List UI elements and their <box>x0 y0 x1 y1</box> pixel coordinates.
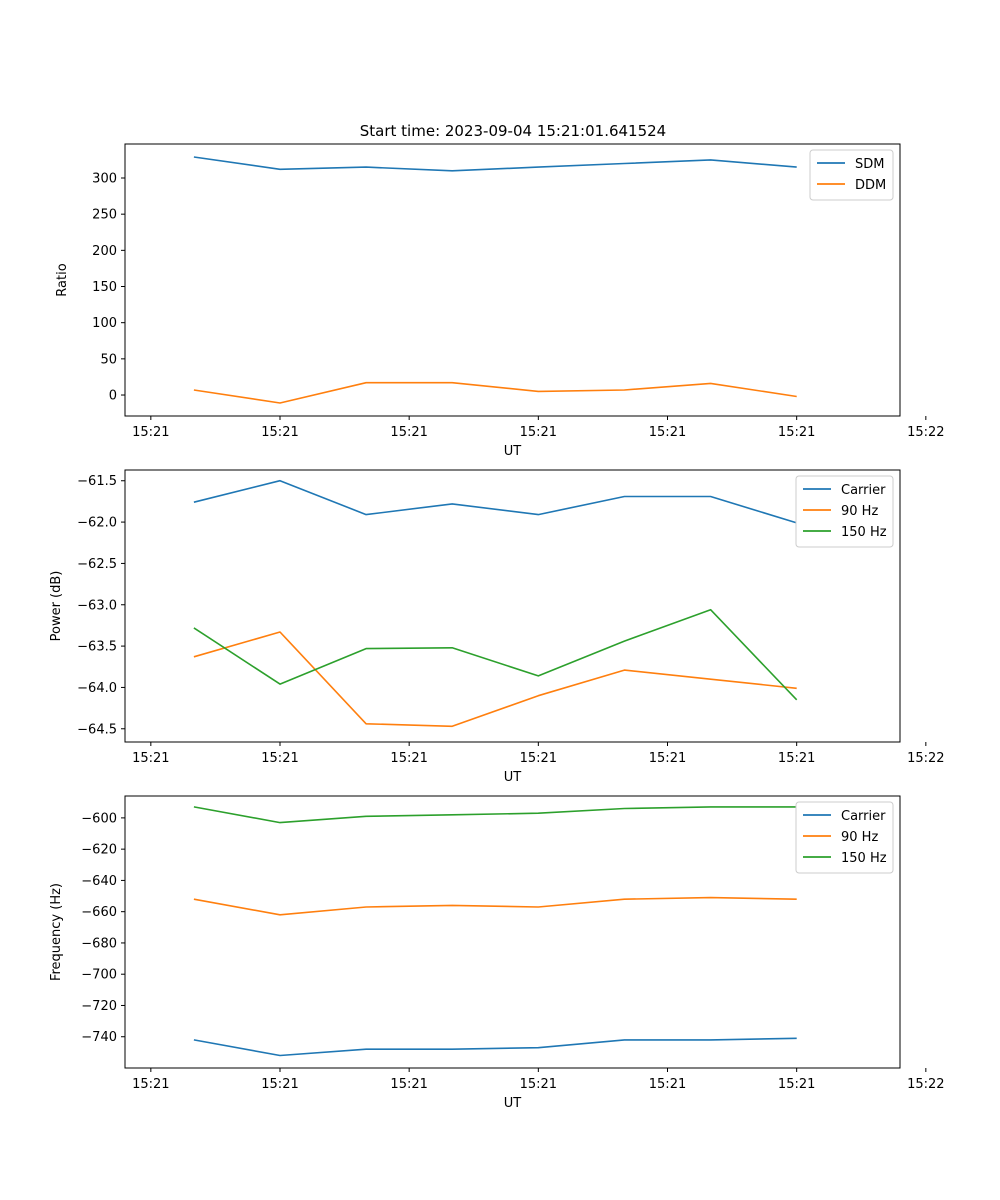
y-tick-label: 50 <box>100 352 117 367</box>
x-tick-label: 15:21 <box>261 751 298 766</box>
y-tick-label: 0 <box>109 389 117 404</box>
subplots: 15:21 15:21 15:21 15:21 15:21 15:21 15:22 300 25… <box>49 143 945 1111</box>
legend-label: Carrier <box>841 483 886 498</box>
y-tick-label: −63.0 <box>77 598 117 613</box>
y-tick-label: −62.5 <box>77 557 117 572</box>
y-tick-label: −660 <box>81 905 117 920</box>
legend-label: 150 Hz <box>841 851 887 866</box>
y-tick-label: −740 <box>81 1030 117 1045</box>
subplot-3: 15:21 15:21 15:21 15:21 15:21 15:21 15:22 −600 −… <box>49 795 945 1111</box>
y-axis-label: Frequency (Hz) <box>49 883 64 981</box>
series-line-ddm <box>193 381 797 404</box>
x-tick-label: 15:21 <box>649 1077 686 1092</box>
legend: Carrier 90 Hz 150 Hz <box>795 801 894 874</box>
axes-frame <box>124 795 901 1069</box>
y-tick-label: −620 <box>81 843 117 858</box>
axes-frame <box>124 469 901 743</box>
legend-label: SDM <box>855 157 884 172</box>
y-tick-label: 100 <box>92 316 117 331</box>
y-tick-label: −61.5 <box>77 474 117 489</box>
y-axis-label: Ratio <box>55 263 70 296</box>
y-tick-label: −62.0 <box>77 516 117 531</box>
x-tick-label: 15:21 <box>520 1077 557 1092</box>
legend: Carrier 90 Hz 150 Hz <box>795 475 894 548</box>
y-tick-label: −700 <box>81 968 117 983</box>
y-tick-label: −720 <box>81 999 117 1014</box>
y-tick-label: −640 <box>81 874 117 889</box>
chart-title: Start time: 2023-09-04 15:21:01.641524 <box>360 122 666 140</box>
subplot-2: 15:21 15:21 15:21 15:21 15:21 15:21 15:22 −61.5… <box>49 469 945 785</box>
legend-label: 150 Hz <box>841 525 887 540</box>
x-tick-label: 15:21 <box>390 425 427 440</box>
series-line-carrier <box>193 1037 797 1057</box>
x-tick-label: 15:21 <box>778 751 815 766</box>
legend: SDM DDM <box>809 149 894 201</box>
legend-label: Carrier <box>841 809 886 824</box>
y-tick-label: −64.0 <box>77 681 117 696</box>
subplot-1: 15:21 15:21 15:21 15:21 15:21 15:21 15:22 300 25… <box>55 143 945 459</box>
x-tick-label: 15:22 <box>907 1077 944 1092</box>
legend-frame <box>795 801 894 874</box>
series-line-150-hz <box>193 806 797 824</box>
legend-frame <box>795 475 894 548</box>
y-tick-label: −63.5 <box>77 640 117 655</box>
series-line-carrier <box>193 479 797 524</box>
axes-frame <box>124 143 901 417</box>
y-tick-label: 150 <box>92 280 117 295</box>
x-tick-label: 15:21 <box>261 425 298 440</box>
series-line-sdm <box>193 156 797 172</box>
x-tick-label: 15:21 <box>132 751 169 766</box>
y-tick-label: −600 <box>81 811 117 826</box>
y-tick-label: 300 <box>92 172 117 187</box>
legend-label: DDM <box>855 178 886 193</box>
x-tick-label: 15:21 <box>520 425 557 440</box>
x-axis-label: UT <box>504 444 522 459</box>
x-tick-label: 15:21 <box>778 1077 815 1092</box>
x-tick-label: 15:21 <box>649 425 686 440</box>
x-axis-label: UT <box>504 770 522 785</box>
x-tick-label: 15:21 <box>649 751 686 766</box>
x-axis-label: UT <box>504 1096 522 1111</box>
x-tick-label: 15:21 <box>390 1077 427 1092</box>
x-tick-label: 15:21 <box>390 751 427 766</box>
series-line-90-hz <box>193 631 797 728</box>
x-tick-label: 15:22 <box>907 425 944 440</box>
legend-label: 90 Hz <box>841 830 878 845</box>
x-tick-label: 15:21 <box>132 425 169 440</box>
y-tick-label: −680 <box>81 936 117 951</box>
x-tick-label: 15:21 <box>132 1077 169 1092</box>
x-tick-label: 15:21 <box>520 751 557 766</box>
y-tick-label: 200 <box>92 244 117 259</box>
series-line-90-hz <box>193 896 797 916</box>
legend-label: 90 Hz <box>841 504 878 519</box>
x-tick-label: 15:22 <box>907 751 944 766</box>
x-tick-label: 15:21 <box>778 425 815 440</box>
y-tick-label: 250 <box>92 208 117 223</box>
x-tick-label: 15:21 <box>261 1077 298 1092</box>
y-tick-label: −64.5 <box>77 722 117 737</box>
series-line-150-hz <box>193 608 798 701</box>
y-axis-label: Power (dB) <box>49 571 64 642</box>
